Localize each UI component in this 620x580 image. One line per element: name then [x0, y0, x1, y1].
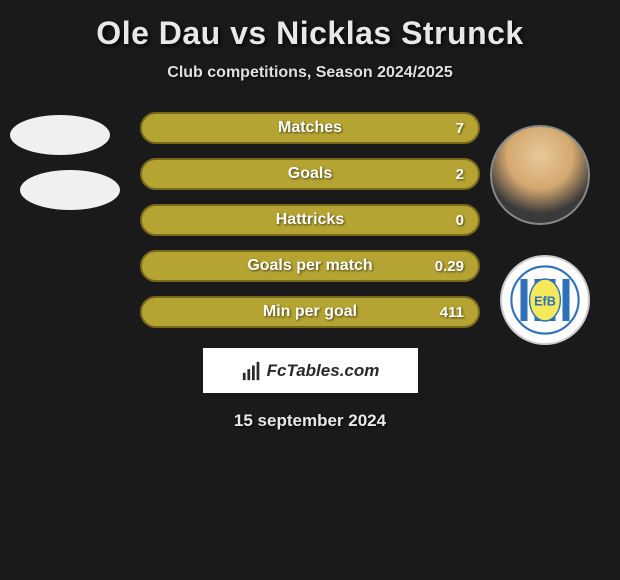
player-left-avatar-placeholder — [10, 115, 110, 155]
club-left-badge-placeholder — [20, 170, 120, 210]
stat-row-goals: Goals 2 — [140, 158, 480, 190]
stat-label: Min per goal — [263, 303, 357, 321]
stat-label: Goals — [288, 165, 332, 183]
stat-value: 0.29 — [435, 258, 464, 275]
stat-value: 7 — [456, 120, 464, 137]
date-text: 15 september 2024 — [0, 411, 620, 431]
page-title: Ole Dau vs Nicklas Strunck — [0, 15, 620, 52]
stat-label: Hattricks — [276, 211, 344, 229]
stat-value: 411 — [440, 304, 464, 321]
chart-icon — [241, 360, 263, 382]
stat-label: Matches — [278, 119, 342, 137]
stat-row-hattricks: Hattricks 0 — [140, 204, 480, 236]
stat-row-goals-per-match: Goals per match 0.29 — [140, 250, 480, 282]
club-right-badge: EfB — [500, 255, 590, 345]
player-right-avatar — [490, 125, 590, 225]
stat-value: 2 — [456, 166, 464, 183]
club-badge-icon: EfB — [510, 265, 580, 335]
subtitle: Club competitions, Season 2024/2025 — [0, 64, 620, 82]
stat-row-min-per-goal: Min per goal 411 — [140, 296, 480, 328]
svg-text:EfB: EfB — [534, 295, 556, 309]
stat-label: Goals per match — [247, 257, 372, 275]
stat-row-matches: Matches 7 — [140, 112, 480, 144]
watermark-box: FcTables.com — [203, 348, 418, 393]
watermark-text: FcTables.com — [267, 361, 380, 381]
stat-value: 0 — [456, 212, 464, 229]
